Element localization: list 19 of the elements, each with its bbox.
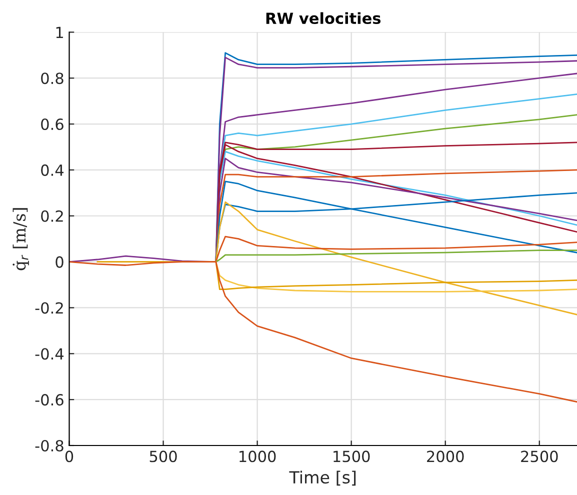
y-tick-label: 0.6	[41, 118, 64, 130]
y-tick-label: 0.8	[41, 72, 64, 84]
y-tick-label: -0.4	[35, 348, 64, 360]
x-tick-label: 1000	[240, 450, 276, 462]
x-tick-label: 0	[65, 450, 74, 462]
y-tick-label: 0.4	[41, 164, 64, 176]
x-axis-title: Time [s]	[289, 470, 356, 486]
y-tick-label: 1	[56, 26, 63, 38]
x-tick-label: 500	[150, 450, 177, 462]
y-tick-label: 0	[56, 256, 64, 268]
y-tick-label: -0.8	[35, 440, 64, 452]
y-axis-title: q̇$_{r}$ [m/s]	[12, 208, 29, 270]
y-tick-label: -0.6	[35, 394, 64, 406]
y-tick-label: 0.2	[41, 210, 63, 222]
x-tick-label: 2000	[427, 450, 464, 462]
x-tick-label: 1500	[334, 450, 370, 462]
x-tick-label: 2500	[521, 450, 558, 462]
chart-title: RW velocities	[266, 12, 381, 24]
y-tick-label: -0.2	[35, 302, 63, 314]
